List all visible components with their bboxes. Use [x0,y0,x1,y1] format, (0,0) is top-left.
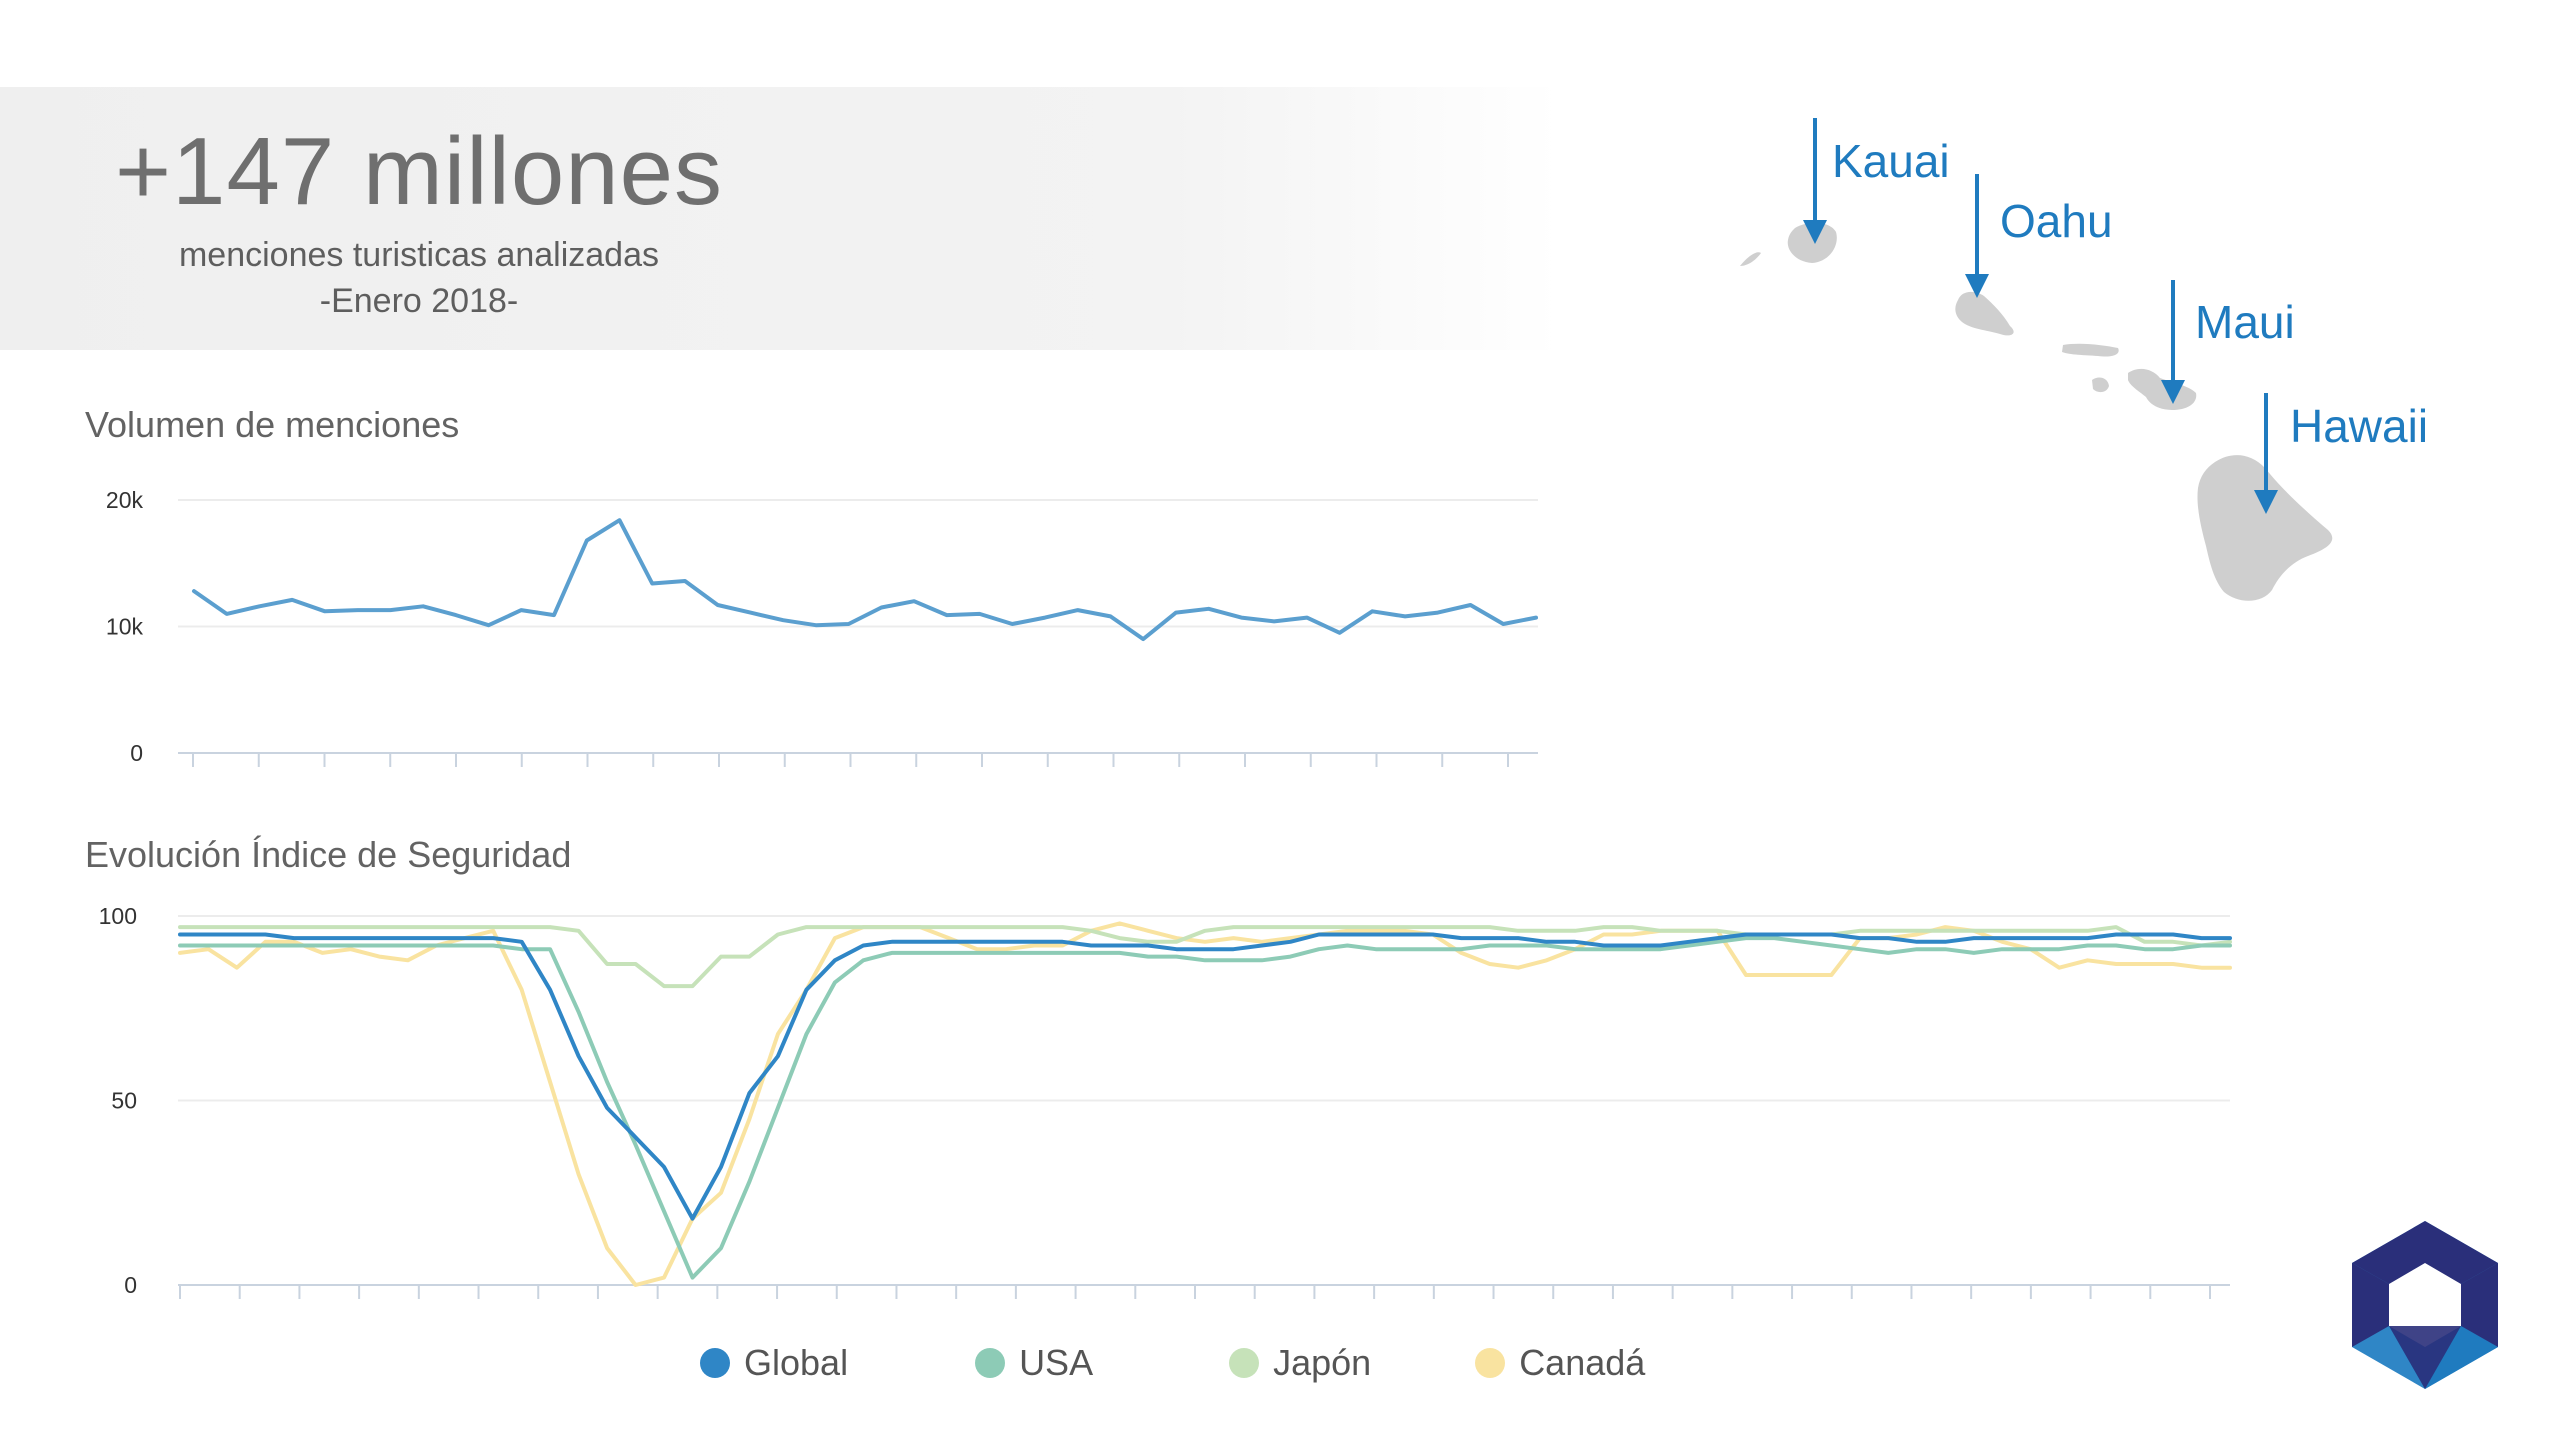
y-tick-label: 50 [111,1088,137,1114]
oahu-pointer [1965,174,1989,298]
headline-number: +147 millones [114,118,724,225]
safety-chart-legend: Global USA Japón Canadá [700,1342,1645,1384]
island-niihau [1740,252,1761,266]
y-tick-label: 0 [130,740,143,766]
safety-chart-title: Evolución Índice de Seguridad [85,834,572,875]
island-hawaii [2197,455,2333,601]
volume-chart-title: Volumen de menciones [85,404,460,445]
island-molokai [2062,343,2119,357]
legend-label-japon: Japón [1273,1342,1372,1383]
island-maui [2128,368,2197,410]
maui-label: Maui [2195,296,2295,348]
island-lanai [2092,377,2109,393]
oahu-label: Oahu [2000,195,2113,247]
kauai-label: Kauai [1832,135,1950,187]
volume-chart: 0 10k 20k [106,487,1538,767]
series-line-usa [178,936,2232,1280]
island-kauai [1787,222,1837,263]
y-tick-label: 100 [99,903,137,929]
series-line-volume [192,518,1538,642]
headline-period: -Enero 2018- [319,282,519,320]
legend-swatch-usa [975,1348,1006,1378]
maui-pointer [2161,280,2185,404]
company-logo [2352,1221,2498,1389]
headline-block: +147 millones menciones turisticas anali… [114,112,724,324]
series-line-japn [178,925,2232,989]
legend-item-canada[interactable]: Canadá [1475,1342,1645,1384]
hawaii-map: Kauai Oahu Maui Hawaii [1740,118,2428,601]
headline-banner [0,87,1560,350]
island-oahu [1955,291,2014,336]
legend-swatch-japon [1229,1348,1260,1378]
kauai-pointer [1803,118,1827,244]
legend-swatch-canada [1475,1348,1506,1378]
safety-chart: 0 50 100 [99,903,2232,1299]
headline-subtitle: menciones turisticas analizadas [178,236,660,274]
hawaii-pointer [2254,393,2278,514]
legend-label-canada: Canadá [1519,1342,1646,1383]
legend-item-usa[interactable]: USA [975,1342,1093,1384]
legend-label-usa: USA [1019,1342,1094,1383]
legend-item-japon[interactable]: Japón [1229,1342,1371,1384]
legend-label-global: Global [744,1342,849,1383]
legend-swatch-global [700,1348,730,1378]
hawaii-label: Hawaii [2290,400,2428,452]
y-tick-label: 0 [124,1272,137,1298]
legend-item-global[interactable]: Global [700,1342,848,1384]
series-line-global [178,932,2232,1221]
y-tick-label: 20k [106,487,144,513]
series-line-canad [178,921,2232,1287]
y-tick-label: 10k [106,614,144,640]
